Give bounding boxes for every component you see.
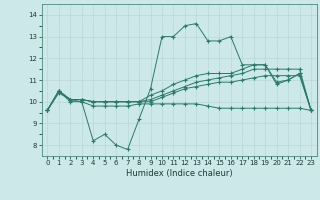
X-axis label: Humidex (Indice chaleur): Humidex (Indice chaleur): [126, 169, 233, 178]
